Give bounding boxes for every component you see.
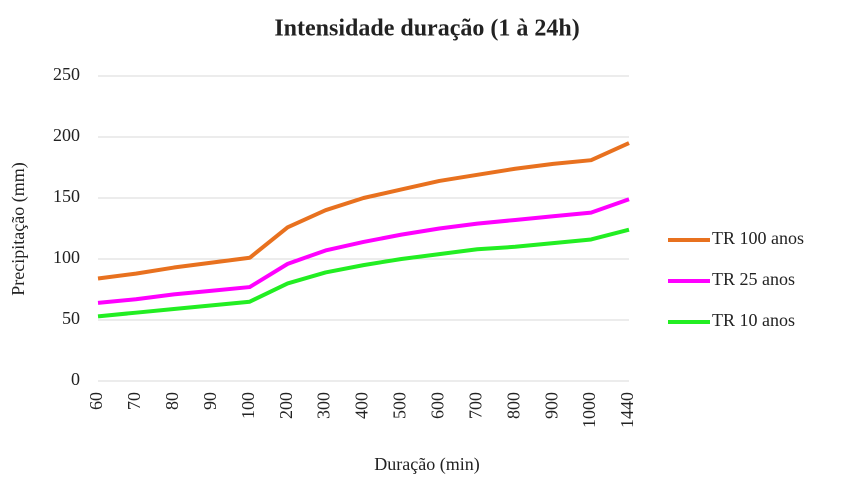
x-tick-label: 80	[162, 392, 182, 410]
x-tick-label: 200	[276, 392, 296, 419]
x-tick-label: 700	[465, 392, 485, 419]
x-tick-label: 60	[86, 392, 106, 410]
x-tick-label: 400	[352, 392, 372, 419]
y-tick-label: 200	[53, 125, 80, 145]
x-tick-label: 90	[200, 392, 220, 410]
chart-title: Intensidade duração (1 à 24h)	[274, 16, 579, 42]
x-tick-label: 600	[427, 392, 447, 419]
y-tick-label: 250	[53, 64, 80, 84]
x-axis-label: Duração (min)	[374, 454, 479, 475]
x-tick-label: 100	[238, 392, 258, 419]
legend-label: TR 100 anos	[712, 228, 804, 248]
series-line	[97, 141, 630, 281]
x-tick-label: 500	[390, 392, 410, 419]
legend-label: TR 25 anos	[712, 269, 795, 289]
y-tick-label: 0	[71, 369, 80, 389]
y-tick-label: 100	[53, 247, 80, 267]
legend-label: TR 10 anos	[712, 310, 795, 330]
x-tick-label: 1440	[617, 392, 637, 428]
series-line	[97, 197, 630, 305]
x-tick-label: 70	[124, 392, 144, 410]
x-tick-label: 300	[314, 392, 334, 419]
y-tick-label: 150	[53, 186, 80, 206]
x-tick-label: 900	[541, 392, 561, 419]
x-tick-label: 800	[503, 392, 523, 419]
y-tick-label: 50	[62, 308, 80, 328]
series-line	[97, 227, 630, 319]
y-axis-label: Precipitação (mm)	[8, 162, 29, 295]
x-tick-label: 1000	[579, 392, 599, 428]
